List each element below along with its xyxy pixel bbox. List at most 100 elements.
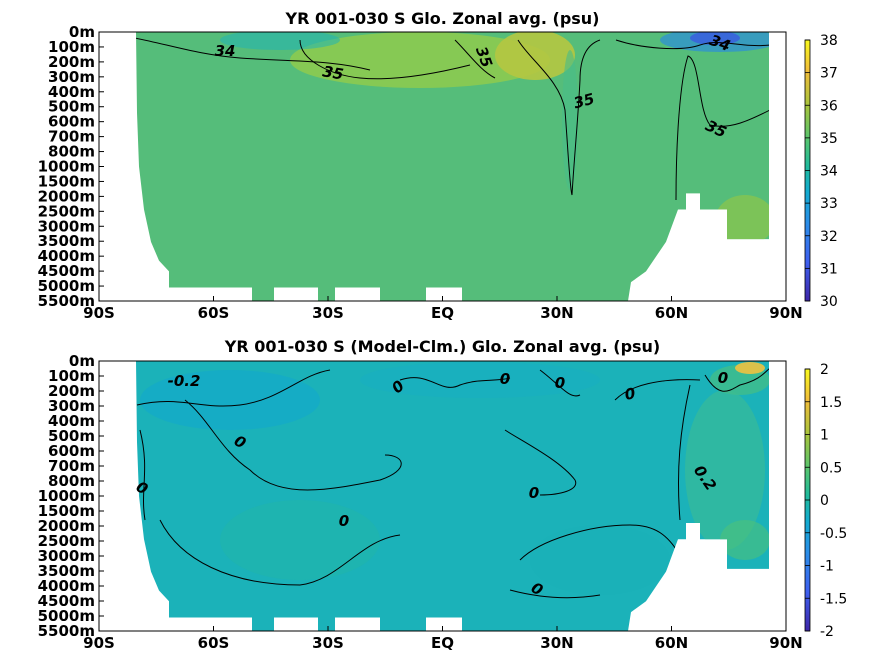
field-anomaly-1 <box>290 32 550 88</box>
colorbar-tick-label: -1.5 <box>820 591 847 607</box>
colorbar-tick-label: 38 <box>820 33 838 49</box>
field-anomaly-6 <box>715 195 769 245</box>
y-tick-label: 3000m <box>38 217 95 235</box>
x-tick-label: 60N <box>655 634 688 652</box>
x-tick-label: 30N <box>540 634 573 652</box>
y-tick-label: 100m <box>48 367 95 385</box>
colorbar-tick-label: 34 <box>820 164 838 180</box>
colorbar-tick-label: 0.5 <box>820 460 842 476</box>
y-tick-label: 800m <box>48 472 95 490</box>
contour-label: 35 <box>321 62 345 83</box>
contour-label: 0 <box>555 374 565 392</box>
y-tick-label: 0m <box>69 352 95 370</box>
colorbar-tick-label: -0.5 <box>820 526 847 542</box>
colorbar-tick-label: 31 <box>820 261 838 277</box>
y-tick-label: 500m <box>48 98 95 116</box>
y-tick-label: 1500m <box>38 502 95 520</box>
colorbar-tick-label: 36 <box>820 98 838 114</box>
colorbar-tick-label: 0 <box>820 493 829 509</box>
contour-line-8 <box>519 524 681 561</box>
contour-label: 0 <box>500 370 510 388</box>
y-tick-label: 100m <box>48 38 95 56</box>
x-tick-label: 90N <box>769 634 802 652</box>
contour-line-6 <box>675 55 769 201</box>
contour-line-1 <box>136 37 371 71</box>
y-tick-label: 300m <box>48 68 95 86</box>
y-tick-label: 5000m <box>38 277 95 295</box>
contour-line-4 <box>517 39 601 196</box>
y-tick-label: 4000m <box>38 577 95 595</box>
panel-title: YR 001-030 S (Model-Clm.) Glo. Zonal avg… <box>224 337 661 356</box>
panel-title: YR 001-030 S Glo. Zonal avg. (psu) <box>285 9 600 28</box>
y-tick-label: 200m <box>48 53 95 71</box>
y-tick-label: 3000m <box>38 547 95 565</box>
contour-label: 34 <box>215 42 236 60</box>
colorbar-tick-label: -1 <box>820 559 834 575</box>
y-tick-label: 600m <box>48 442 95 460</box>
colorbar-tick-label: 30 <box>820 294 838 310</box>
colorbar-tick-label: 35 <box>820 131 838 147</box>
y-tick-label: 5500m <box>38 292 95 310</box>
contour-line-10 <box>677 384 691 521</box>
colorbar-tick-label: 1 <box>820 428 829 444</box>
field-anomaly-5 <box>690 32 740 45</box>
y-tick-label: 3500m <box>38 232 95 250</box>
x-tick-label: EQ <box>431 304 454 322</box>
contour-line-11 <box>614 379 701 401</box>
y-tick-label: 300m <box>48 397 95 415</box>
colorbar-tick-label: 37 <box>820 66 838 82</box>
contour-line-9 <box>509 589 601 599</box>
panel-2: YR 001-030 S (Model-Clm.) Glo. Zonal avg… <box>38 337 848 652</box>
field-anomaly-2 <box>495 32 575 80</box>
y-tick-label: 1000m <box>38 158 95 176</box>
y-tick-label: 2500m <box>38 532 95 550</box>
y-tick-label: 600m <box>48 113 95 131</box>
y-tick-label: 4000m <box>38 247 95 265</box>
x-tick-label: 60N <box>655 304 688 322</box>
y-tick-label: 700m <box>48 128 95 146</box>
y-tick-label: 200m <box>48 382 95 400</box>
y-tick-label: 700m <box>48 457 95 475</box>
x-tick-label: EQ <box>431 634 454 652</box>
contour-line-4 <box>159 519 401 586</box>
x-tick-label: 30N <box>540 304 573 322</box>
field-anomaly-1 <box>140 370 320 430</box>
contour-label: 0 <box>718 369 728 387</box>
contour-line-5 <box>615 39 769 50</box>
y-tick-label: 800m <box>48 143 95 161</box>
y-tick-label: 4500m <box>38 262 95 280</box>
field-anomaly-3 <box>360 362 600 398</box>
y-tick-label: 400m <box>48 83 95 101</box>
field-anomaly-7 <box>720 520 769 560</box>
panel-1: YR 001-030 S Glo. Zonal avg. (psu) 0m100m… <box>38 9 838 322</box>
colorbar-tick-label: 32 <box>820 229 838 245</box>
contour-label: 0 <box>529 484 539 502</box>
field-anomaly-6 <box>685 390 765 550</box>
contour-line-2 <box>139 429 146 521</box>
y-tick-label: 3500m <box>38 562 95 580</box>
y-tick-label: 1000m <box>38 487 95 505</box>
colorbar-tick-label: 33 <box>820 196 838 212</box>
field-anomaly-2 <box>220 500 380 580</box>
y-tick-label: 2000m <box>38 517 95 535</box>
x-tick-label: 30S <box>312 634 344 652</box>
field-anomaly-7 <box>562 50 578 190</box>
contour-label: 0 <box>623 384 636 404</box>
y-tick-label: 0m <box>69 23 95 41</box>
y-tick-label: 2000m <box>38 187 95 205</box>
contour-label: 35 <box>572 90 597 113</box>
field-anomaly-8 <box>530 525 670 595</box>
y-tick-label: 500m <box>48 427 95 445</box>
contour-line-1 <box>136 369 331 407</box>
x-tick-label: 30S <box>312 304 344 322</box>
contour-line-5 <box>399 377 511 388</box>
salinity-field <box>136 361 769 631</box>
y-tick-label: 1500m <box>38 172 95 190</box>
contour-label: 0 <box>339 512 349 530</box>
x-tick-label: 90S <box>83 634 115 652</box>
salinity-field <box>136 32 769 301</box>
contour-line-12 <box>704 367 769 392</box>
contour-line-7 <box>504 429 577 496</box>
y-tick-label: 400m <box>48 412 95 430</box>
